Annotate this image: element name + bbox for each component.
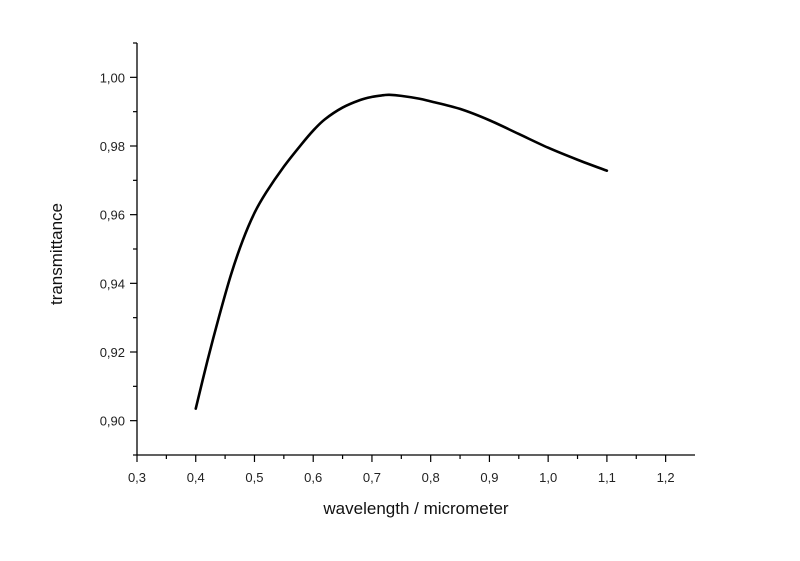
x-tick-label: 0,9 — [480, 470, 498, 485]
x-tick-label: 0,6 — [304, 470, 322, 485]
x-tick-label: 0,7 — [363, 470, 381, 485]
x-tick-label: 0,4 — [187, 470, 205, 485]
x-tick-label: 0,5 — [245, 470, 263, 485]
x-tick-label: 1,2 — [657, 470, 675, 485]
y-tick-label: 0,98 — [100, 139, 125, 154]
series-line — [194, 93, 609, 410]
x-tick-label: 0,8 — [422, 470, 440, 485]
x-tick-label: 1,0 — [539, 470, 557, 485]
axes — [136, 43, 695, 456]
y-tick-label: 0,94 — [100, 276, 125, 291]
y-tick-label: 0,96 — [100, 208, 125, 223]
x-tick-label: 1,1 — [598, 470, 616, 485]
ticks — [130, 42, 667, 462]
tick-labels: 0,3 0,4 0,5 0,6 0,7 0,8 0,9 1,0 1,1 1,2 0,90 0,92 0,… — [100, 70, 675, 485]
x-axis-title: wavelength / micrometer — [322, 499, 509, 518]
y-tick-label: 0,90 — [100, 414, 125, 429]
y-tick-label: 1,00 — [100, 70, 125, 85]
x-tick-label: 0,3 — [128, 470, 146, 485]
y-tick-label: 0,92 — [100, 345, 125, 360]
y-axis-title: transmittance — [47, 203, 66, 305]
